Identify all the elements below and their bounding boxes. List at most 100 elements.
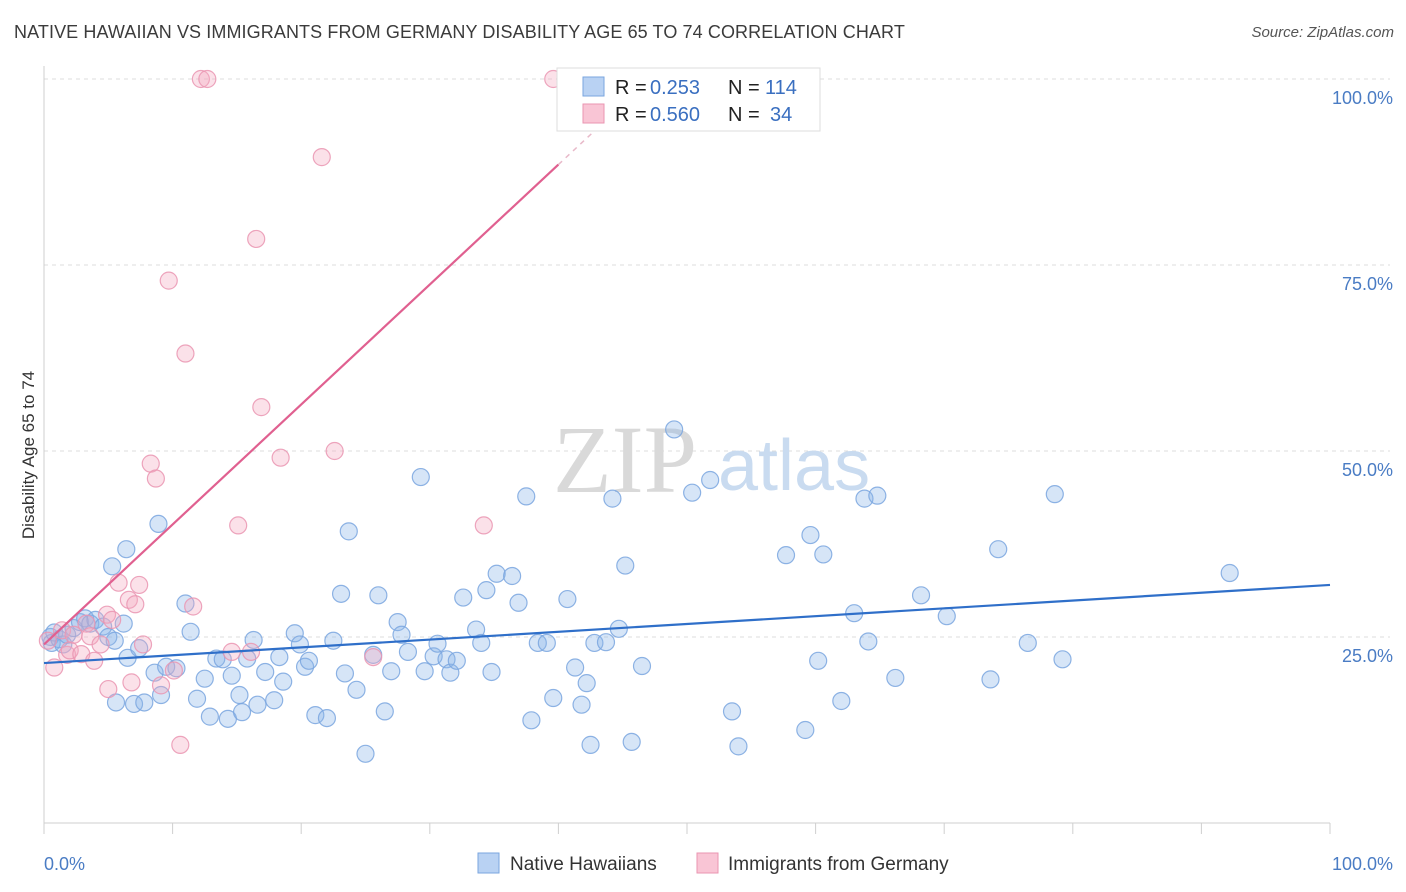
watermark-atlas: atlas — [718, 426, 870, 506]
axes — [43, 66, 1331, 834]
series-0-point-77 — [503, 566, 522, 586]
series-0-point-14 — [105, 631, 124, 650]
grid-lines — [44, 78, 1390, 638]
series-1-point-35 — [271, 448, 290, 467]
series-0-point-109 — [859, 632, 878, 651]
source-label: Source: ZipAtlas.com — [1251, 24, 1394, 41]
series-0-point-24 — [151, 685, 171, 705]
series-0-point-91 — [603, 489, 622, 508]
series-0-point-87 — [577, 674, 596, 693]
series-1-point-37 — [325, 441, 344, 461]
series-1-point-11 — [97, 605, 117, 624]
series-1-point-38 — [364, 647, 383, 667]
series-1-point-10 — [91, 635, 110, 654]
y-tick-labels: 25.0% 50.0% 75.0% 100.0% — [1332, 88, 1393, 666]
series-0-point-15 — [106, 693, 126, 712]
series-0-point-119 — [1220, 563, 1239, 583]
watermark: ZIP atlas — [553, 406, 870, 513]
series-0-point-112 — [911, 586, 931, 605]
series-0-point-117 — [1045, 485, 1064, 504]
series-0-point-115 — [989, 540, 1008, 559]
y-tick-label-2: 75.0% — [1342, 274, 1393, 294]
trend-extension-1 — [557, 128, 598, 166]
series-0-point-45 — [285, 624, 304, 643]
legend-n-label-2: N = — [728, 104, 760, 126]
series-0-point-111 — [886, 668, 905, 688]
series-0-point-102 — [796, 720, 815, 740]
series-0-point-13 — [103, 557, 122, 576]
series-0-point-96 — [665, 420, 684, 439]
series-0-point-93 — [616, 556, 635, 575]
series-0-point-50 — [317, 708, 337, 728]
series-0-point-60 — [382, 662, 401, 681]
legend-r-value-2: 0.560 — [650, 104, 700, 126]
series-0-point-58 — [369, 586, 388, 605]
series-0-point-75 — [482, 662, 501, 682]
series-0-point-71 — [454, 588, 473, 607]
series-0-point-106 — [832, 691, 851, 711]
series-1-point-25 — [171, 735, 190, 754]
series-0-point-101 — [776, 546, 796, 565]
series-0-point-70 — [447, 651, 466, 670]
chart-title: NATIVE HAWAIIAN VS IMMIGRANTS FROM GERMA… — [14, 22, 905, 42]
series-0-point-72 — [466, 620, 486, 639]
series-0-point-39 — [244, 630, 263, 650]
series-0-point-65 — [415, 662, 434, 681]
series-0-point-64 — [411, 467, 430, 487]
series-0-point-26 — [167, 659, 186, 678]
series-1-point-26 — [176, 344, 195, 363]
series-0-point-48 — [299, 651, 319, 670]
series-0-point-85 — [566, 658, 585, 677]
trend-line-0 — [43, 583, 1331, 665]
series-0-point-103 — [801, 525, 820, 545]
series-0-point-17 — [117, 540, 136, 559]
bottom-legend-swatch-pink — [696, 852, 719, 874]
series-1-point-22 — [151, 676, 171, 695]
legend-swatch-blue — [582, 76, 605, 97]
series-1-point-36 — [312, 148, 331, 167]
series-0-point-52 — [331, 584, 351, 603]
bottom-legend-label-pink: Immigrants from Germany — [728, 854, 949, 875]
series-0-point-31 — [200, 707, 219, 726]
legend: R = 0.253 N = 114 R = 0.560 N = 34 — [556, 67, 821, 132]
series-1-point-17 — [126, 595, 145, 614]
trend-lines — [43, 128, 1331, 665]
watermark-zip: ZIP — [553, 406, 697, 513]
series-0-point-83 — [544, 688, 563, 708]
series-0-point-113 — [937, 607, 956, 626]
x-tick-label-start: 0.0% — [44, 854, 85, 874]
series-1-point-14 — [109, 573, 128, 592]
series-0-point-44 — [274, 672, 293, 691]
legend-swatch-pink — [582, 103, 605, 124]
series-0-point-49 — [306, 706, 325, 725]
series-0-point-42 — [265, 691, 284, 710]
series-0-point-23 — [149, 514, 168, 534]
legend-r-label-1: R = — [615, 77, 647, 99]
x-tick-labels: 0.0% 100.0% — [44, 854, 1393, 874]
series-0-point-29 — [187, 689, 207, 708]
series-0-point-116 — [1018, 633, 1037, 653]
series-1-point-27 — [184, 597, 203, 616]
series-1-point-24 — [164, 661, 183, 680]
series-0-point-43 — [270, 647, 289, 667]
series-0-point-59 — [375, 702, 394, 721]
y-axis-title: Disability Age 65 to 74 — [19, 371, 38, 539]
series-0-point-78 — [509, 593, 528, 612]
series-0-point-104 — [809, 651, 828, 670]
series-1-point-31 — [229, 516, 248, 535]
series-0-point-90 — [596, 633, 616, 652]
series-0-point-46 — [290, 635, 310, 654]
legend-n-value-2: 34 — [770, 104, 792, 126]
series-0-point-36 — [230, 685, 249, 705]
series-1-point-16 — [122, 673, 141, 692]
series-0-point-35 — [222, 666, 241, 685]
legend-r-value-1: 0.253 — [650, 77, 700, 99]
bottom-legend-label-blue: Native Hawaiians — [510, 854, 657, 875]
series-0-point-55 — [347, 680, 366, 699]
series-1-point-12 — [99, 679, 118, 699]
series-0-point-32 — [207, 649, 226, 668]
series-1-point-23 — [159, 271, 178, 290]
series-0-point-30 — [195, 669, 214, 688]
series-1-point-19 — [133, 635, 153, 654]
